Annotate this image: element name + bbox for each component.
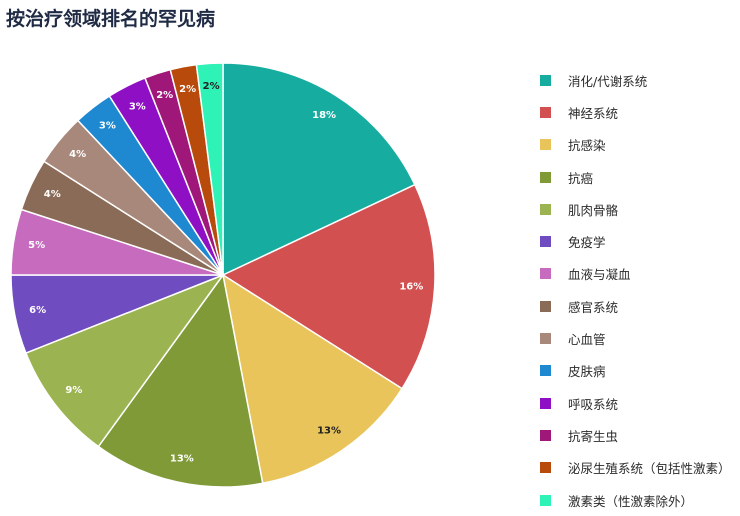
legend-item-13: 激素类（性激素除外） bbox=[540, 484, 740, 516]
legend-label-1: 神经系统 bbox=[568, 105, 619, 121]
legend-item-0: 消化/代谢系统 bbox=[540, 64, 740, 96]
slice-label-1: 16% bbox=[399, 281, 423, 292]
legend-label-10: 呼吸系统 bbox=[568, 396, 619, 412]
chart-legend: 消化/代谢系统 神经系统抗感染抗癌肌肉骨骼免疫学血液与凝血感官系统心血管皮肤病呼吸… bbox=[540, 64, 740, 516]
legend-label-2: 抗感染 bbox=[568, 138, 606, 154]
legend-item-6: 血液与凝血 bbox=[540, 258, 740, 290]
legend-item-10: 呼吸系统 bbox=[540, 387, 740, 419]
legend-label-0: 消化/代谢系统 bbox=[568, 73, 648, 89]
legend-swatch-13 bbox=[540, 494, 551, 506]
legend-label-4: 肌肉骨骼 bbox=[568, 202, 619, 218]
legend-swatch-8 bbox=[540, 333, 551, 345]
legend-swatch-6 bbox=[540, 268, 551, 280]
legend-swatch-9 bbox=[540, 365, 551, 377]
legend-swatch-1 bbox=[540, 106, 551, 118]
slice-label-12: 2% bbox=[179, 84, 196, 95]
pie-slice-3 bbox=[97, 273, 264, 488]
pie-slice-0 bbox=[222, 62, 416, 277]
legend-swatch-5 bbox=[540, 236, 551, 248]
pie-slice-2 bbox=[221, 273, 404, 485]
pie-slice-13 bbox=[195, 62, 224, 276]
legend-swatch-11 bbox=[540, 429, 551, 441]
slice-label-10: 3% bbox=[129, 101, 146, 112]
slice-label-11: 2% bbox=[156, 90, 173, 101]
legend-swatch-0 bbox=[540, 74, 551, 86]
legend-swatch-3 bbox=[540, 171, 551, 183]
legend-label-3: 抗癌 bbox=[568, 170, 594, 186]
legend-item-12: 泌尿生殖系统（包括性激素） bbox=[540, 452, 740, 484]
legend-item-2: 抗感染 bbox=[540, 129, 740, 161]
slice-label-9: 3% bbox=[99, 120, 116, 131]
legend-swatch-10 bbox=[540, 397, 551, 409]
chart-title: 按治疗领域排名的罕见病 bbox=[6, 8, 216, 30]
pie-slice-1 bbox=[221, 183, 436, 390]
slice-label-5: 6% bbox=[29, 305, 46, 316]
legend-item-8: 心血管 bbox=[540, 322, 740, 354]
legend-item-3: 抗癌 bbox=[540, 161, 740, 193]
legend-item-1: 神经系统 bbox=[540, 96, 740, 128]
legend-swatch-7 bbox=[540, 300, 551, 312]
slice-label-6: 5% bbox=[28, 240, 45, 251]
legend-label-11: 抗寄生虫 bbox=[568, 428, 619, 444]
legend-swatch-12 bbox=[540, 462, 551, 474]
legend-item-4: 肌肉骨骼 bbox=[540, 193, 740, 225]
legend-item-5: 免疫学 bbox=[540, 225, 740, 257]
legend-item-9: 皮肤病 bbox=[540, 355, 740, 387]
legend-label-13: 激素类（性激素除外） bbox=[568, 493, 694, 509]
slice-label-7: 4% bbox=[44, 189, 61, 200]
slice-label-2: 13% bbox=[317, 426, 341, 437]
legend-item-11: 抗寄生虫 bbox=[540, 419, 740, 451]
legend-label-5: 免疫学 bbox=[568, 235, 606, 251]
legend-label-12: 泌尿生殖系统（包括性激素） bbox=[568, 461, 731, 477]
slice-label-0: 18% bbox=[312, 110, 336, 121]
slice-label-13: 2% bbox=[203, 81, 220, 92]
legend-swatch-4 bbox=[540, 203, 551, 215]
pie-slice-4 bbox=[24, 273, 226, 448]
slice-label-3: 13% bbox=[170, 454, 194, 465]
slice-label-8: 4% bbox=[69, 149, 86, 160]
legend-label-8: 心血管 bbox=[568, 332, 606, 348]
legend-label-9: 皮肤病 bbox=[568, 364, 606, 380]
legend-label-7: 感官系统 bbox=[568, 299, 619, 315]
legend-swatch-2 bbox=[540, 139, 551, 151]
legend-item-7: 感官系统 bbox=[540, 290, 740, 322]
slice-label-4: 9% bbox=[65, 385, 82, 396]
legend-label-6: 血液与凝血 bbox=[568, 267, 631, 283]
